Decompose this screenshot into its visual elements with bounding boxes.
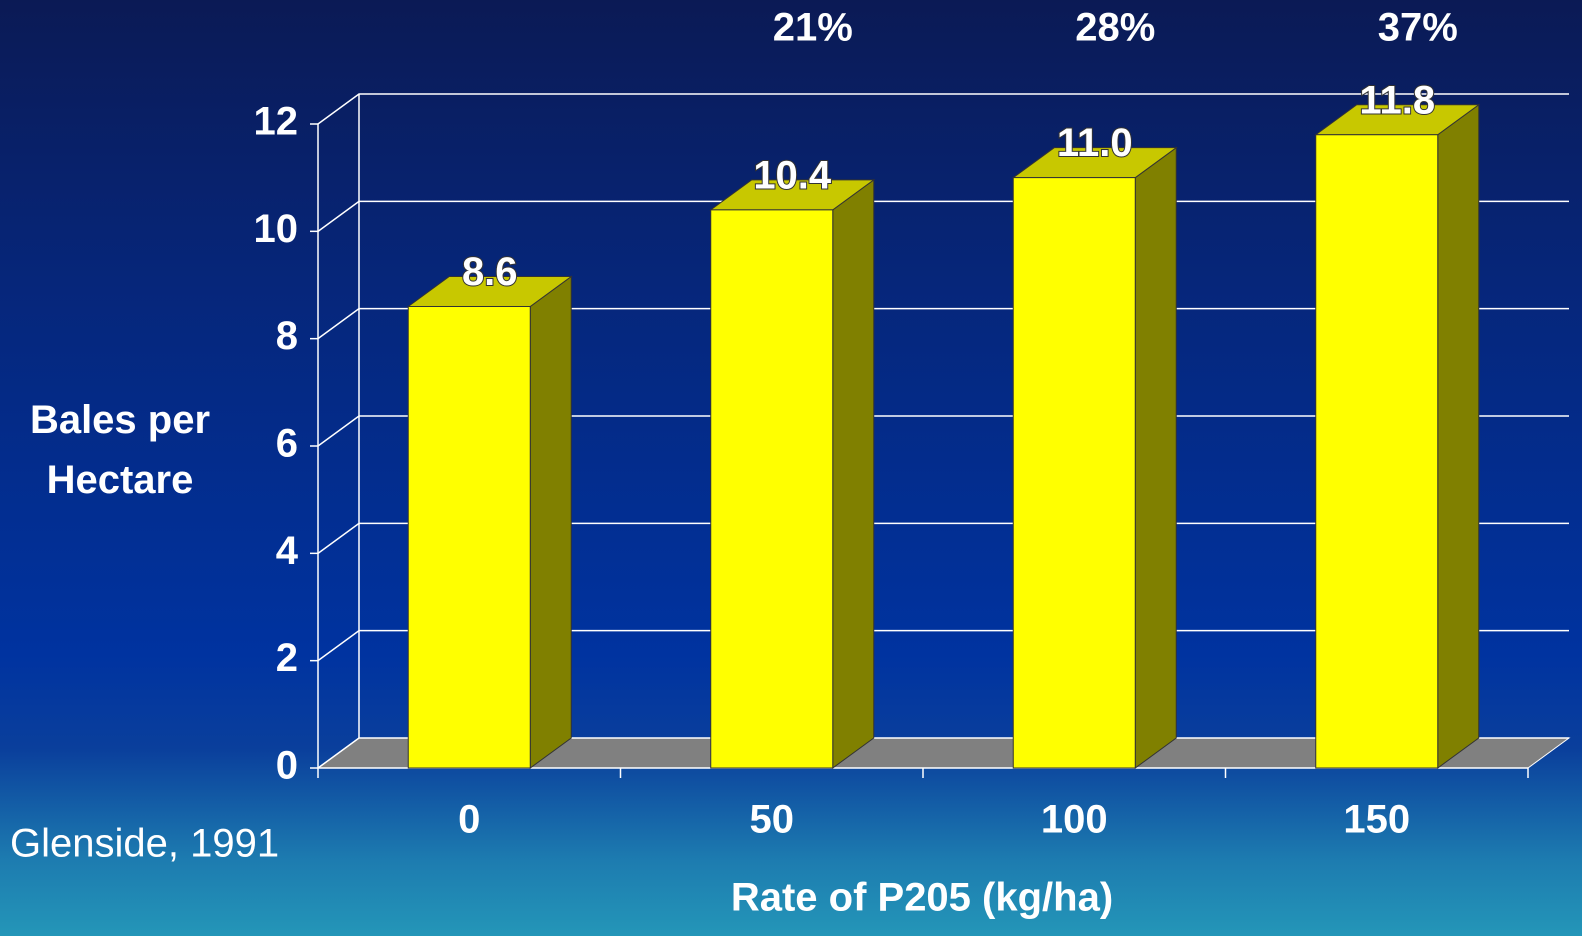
bar-side <box>529 275 572 769</box>
bar-side <box>832 178 875 769</box>
annotation: 28% <box>1075 6 1155 50</box>
value-label: 10.4 <box>753 153 832 197</box>
y-tick-label: 0 <box>276 744 298 788</box>
bar-side <box>1134 146 1177 769</box>
value-label: 8.6 <box>462 250 518 294</box>
bar <box>1314 103 1481 769</box>
y-tick-label: 6 <box>276 422 298 466</box>
y-tick-label: 12 <box>254 100 299 144</box>
bar-front <box>710 209 834 769</box>
value-label: 11.0 <box>1057 121 1133 165</box>
source: Glenside, 1991 <box>10 822 279 866</box>
x-axis-label: Rate of P205 (kg/ha) <box>731 876 1113 920</box>
annotation: 21% <box>773 6 853 50</box>
y-tick-label: 10 <box>254 207 299 251</box>
y-tick-label: 8 <box>276 314 298 358</box>
x-tick-label: 50 <box>750 798 795 842</box>
annotation: 37% <box>1378 6 1458 50</box>
x-tick-label: 150 <box>1343 798 1410 842</box>
grid-line <box>317 93 1569 125</box>
y-tick-label: 2 <box>276 636 298 680</box>
bar-front <box>1012 177 1136 769</box>
x-tick-label: 0 <box>458 798 480 842</box>
bar <box>709 178 876 769</box>
bar <box>406 275 573 769</box>
bar <box>1011 146 1178 769</box>
y-tick-label: 4 <box>276 529 299 573</box>
x-tick-label: 100 <box>1041 798 1108 842</box>
bar-front <box>407 305 531 769</box>
bar-side <box>1437 103 1480 769</box>
y-axis-label: Bales per Hectare <box>29 398 211 502</box>
bar-front <box>1315 134 1439 769</box>
value-label: 11.8 <box>1359 78 1435 122</box>
